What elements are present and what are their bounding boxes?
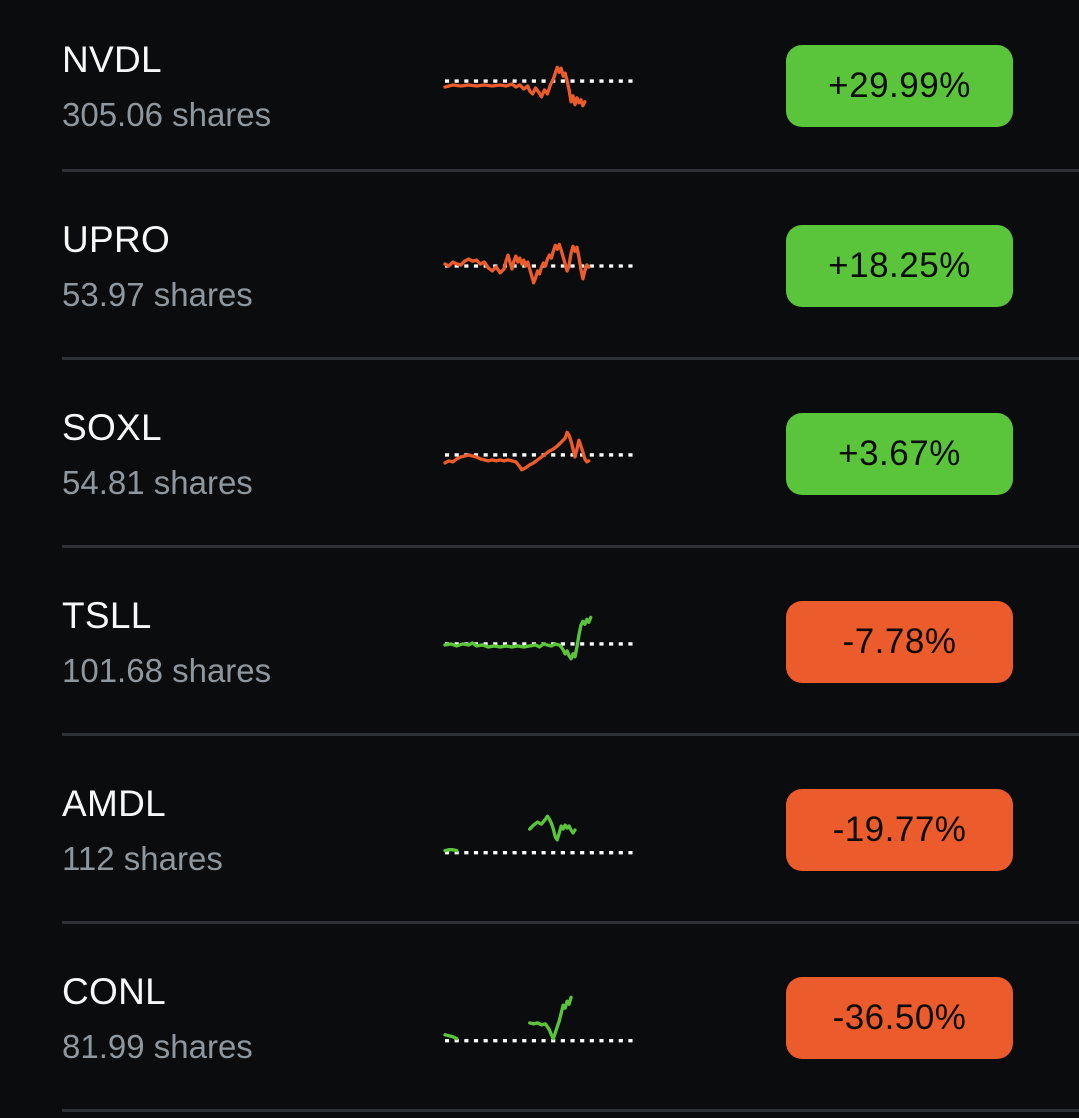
ticker-symbol: NVDL bbox=[62, 39, 162, 80]
sparkline-chart bbox=[443, 65, 637, 108]
shares-count: 54.81 shares bbox=[62, 464, 253, 501]
holding-row[interactable]: CONL 81.99 shares -36.50% bbox=[0, 924, 1079, 1112]
ticker-symbol: SOXL bbox=[62, 407, 162, 448]
shares-count: 305.06 shares bbox=[62, 96, 272, 133]
change-percent-badge[interactable]: -19.77% bbox=[786, 789, 1013, 871]
holding-row[interactable]: SOXL 54.81 shares +3.67% bbox=[0, 360, 1079, 548]
holding-info: NVDL 305.06 shares bbox=[62, 41, 443, 131]
holding-row[interactable]: UPRO 53.97 shares +18.25% bbox=[0, 172, 1079, 360]
sparkline-chart bbox=[443, 430, 637, 472]
holding-row[interactable]: NVDL 305.06 shares +29.99% bbox=[0, 0, 1079, 172]
holding-info: CONL 81.99 shares bbox=[62, 973, 443, 1063]
sparkline-chart bbox=[443, 242, 637, 285]
ticker-symbol: TSLL bbox=[62, 595, 152, 636]
change-percent-badge[interactable]: +29.99% bbox=[786, 45, 1013, 127]
shares-count: 81.99 shares bbox=[62, 1028, 253, 1065]
price-line bbox=[443, 65, 587, 108]
holding-row[interactable]: TSLL 101.68 shares -7.78% bbox=[0, 548, 1079, 736]
change-percent-badge[interactable]: +3.67% bbox=[786, 413, 1013, 495]
holding-info: UPRO 53.97 shares bbox=[62, 221, 443, 311]
holding-info: AMDL 112 shares bbox=[62, 785, 443, 875]
price-line bbox=[443, 1033, 459, 1041]
holding-info: TSLL 101.68 shares bbox=[62, 597, 443, 687]
change-percent-badge[interactable]: -7.78% bbox=[786, 601, 1013, 683]
shares-count: 101.68 shares bbox=[62, 652, 272, 689]
price-line bbox=[443, 242, 591, 285]
sparkline-chart bbox=[443, 615, 637, 661]
price-line bbox=[443, 848, 459, 853]
price-line bbox=[528, 814, 577, 842]
change-percent-badge[interactable]: -36.50% bbox=[786, 977, 1013, 1059]
shares-count: 112 shares bbox=[62, 840, 223, 877]
price-line bbox=[443, 430, 591, 472]
holding-info: SOXL 54.81 shares bbox=[62, 409, 443, 499]
ticker-symbol: CONL bbox=[62, 971, 166, 1012]
ticker-symbol: AMDL bbox=[62, 783, 166, 824]
shares-count: 53.97 shares bbox=[62, 276, 253, 313]
holding-row[interactable]: AMDL 112 shares -19.77% bbox=[0, 736, 1079, 924]
sparkline-chart bbox=[443, 814, 637, 855]
ticker-symbol: UPRO bbox=[62, 219, 171, 260]
sparkline-chart bbox=[443, 995, 637, 1043]
price-line bbox=[443, 615, 593, 661]
change-percent-badge[interactable]: +18.25% bbox=[786, 225, 1013, 307]
price-line bbox=[528, 995, 573, 1041]
